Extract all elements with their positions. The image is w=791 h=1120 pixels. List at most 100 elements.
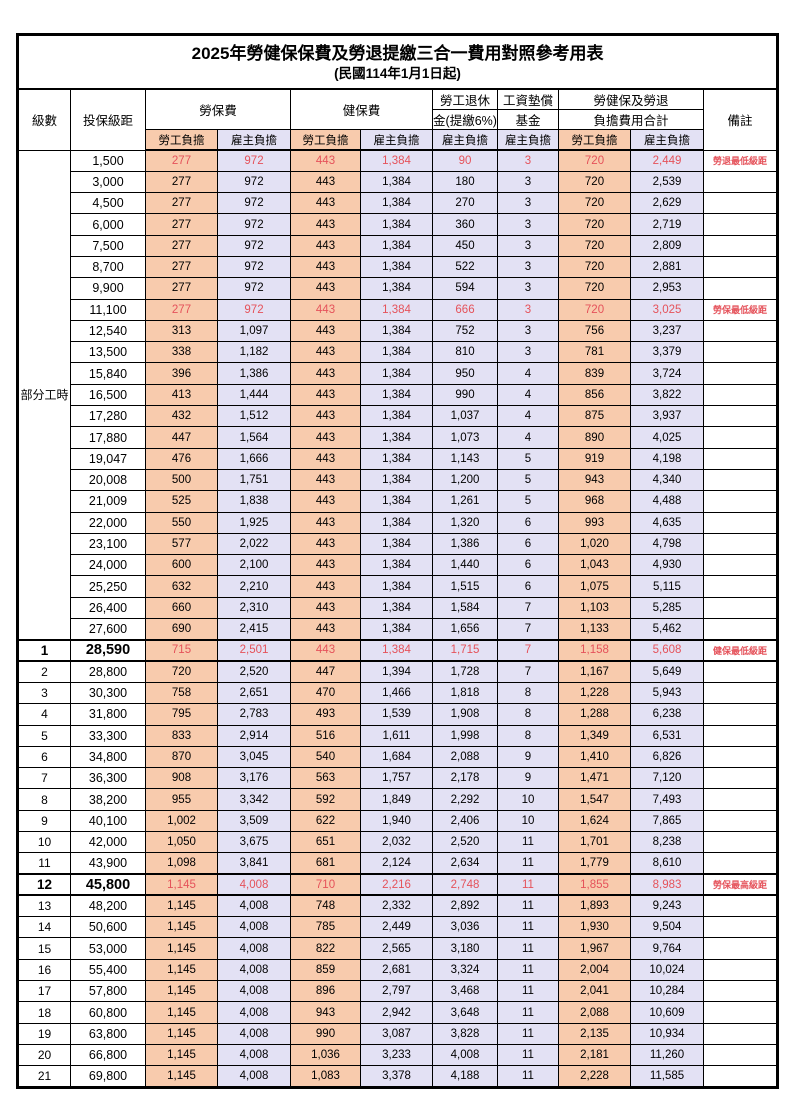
cell-fund: 3 <box>497 170 559 194</box>
table-row: 13,500 338 1,182 443 1,384 810 3 781 3,379 <box>18 341 779 364</box>
cell-fund: 6 <box>497 554 559 577</box>
cell-hi-emp: 443 <box>290 362 361 385</box>
cell-tot-emp: 1,779 <box>558 852 631 875</box>
cell-fund: 3 <box>497 277 559 300</box>
cell-fund: 11 <box>497 1001 559 1024</box>
cell-tot-emp: 2,135 <box>558 1022 631 1045</box>
cell-hi-emp: 443 <box>290 192 361 215</box>
cell-bracket: 19,047 <box>70 447 146 470</box>
cell-fund: 7 <box>497 638 559 663</box>
cell-hi-emp: 540 <box>290 745 361 769</box>
cell-li-er: 972 <box>217 149 291 172</box>
cell-li-emp: 277 <box>145 170 218 194</box>
cell-remark: 勞保最低級距 <box>702 298 779 321</box>
cell-li-emp: 1,145 <box>145 1022 218 1045</box>
cell-pension: 3,828 <box>432 1022 498 1045</box>
cell-tot-er: 10,284 <box>630 980 704 1003</box>
cell-li-emp: 1,145 <box>145 894 218 918</box>
cell-hi-emp: 443 <box>290 277 361 300</box>
cell-li-emp: 447 <box>145 426 218 449</box>
cell-tot-emp: 720 <box>558 255 631 279</box>
cell-bracket: 4,500 <box>70 192 146 215</box>
cell-hi-er: 1,384 <box>360 575 433 598</box>
cell-remark <box>702 958 779 982</box>
cell-tot-emp: 1,471 <box>558 767 631 790</box>
cell-bracket: 53,000 <box>70 937 146 960</box>
cell-li-emp: 1,145 <box>145 1065 218 1088</box>
cell-fund: 7 <box>497 660 559 683</box>
cell-pension: 666 <box>432 298 498 321</box>
cell-tot-emp: 1,547 <box>558 788 631 811</box>
cell-tot-emp: 2,181 <box>558 1043 631 1067</box>
subheader-health-employee-share: 勞工負擔 <box>290 129 361 151</box>
cell-fund: 5 <box>497 490 559 513</box>
cell-tot-er: 5,285 <box>630 596 704 620</box>
cell-tot-er: 2,539 <box>630 170 704 194</box>
cell-hi-emp: 822 <box>290 937 361 960</box>
cell-bracket: 43,900 <box>70 852 146 875</box>
cell-pension: 2,292 <box>432 788 498 811</box>
cell-fund: 11 <box>497 937 559 960</box>
cell-li-er: 1,386 <box>217 362 291 385</box>
spreadsheet-sheet: 2025年勞健保保費及勞退提繳三合一費用對照參考用表 (民國114年1月1日起)… <box>16 33 780 1089</box>
cell-bracket: 6,000 <box>70 213 146 236</box>
cell-tot-er: 3,025 <box>630 298 704 321</box>
cell-level: 2 <box>17 660 71 683</box>
cell-li-er: 2,415 <box>217 618 291 641</box>
cell-hi-emp: 470 <box>290 681 361 705</box>
table-row: 19,047 476 1,666 443 1,384 1,143 5 919 4,198 <box>18 447 779 470</box>
cell-hi-er: 2,332 <box>360 894 433 918</box>
table-row: 5 33,300 833 2,914 516 1,611 1,998 8 1,349 6,531 <box>17 724 779 747</box>
cell-hi-er: 2,942 <box>360 1001 433 1024</box>
cell-tot-emp: 856 <box>558 383 631 407</box>
cell-remark <box>702 490 779 513</box>
cell-tot-emp: 720 <box>558 234 631 257</box>
cell-fund: 3 <box>497 341 559 364</box>
cell-fund: 5 <box>497 468 559 492</box>
cell-li-er: 4,008 <box>217 1001 291 1024</box>
cell-li-emp: 577 <box>145 532 218 556</box>
cell-li-emp: 413 <box>145 383 218 407</box>
cell-fund: 3 <box>497 234 559 257</box>
cell-hi-er: 1,611 <box>360 724 433 747</box>
table-row: 6,000 277 972 443 1,384 360 3 720 2,719 <box>18 213 779 236</box>
cell-hi-er: 1,384 <box>360 192 433 215</box>
cell-tot-er: 7,493 <box>630 788 704 811</box>
cell-tot-emp: 968 <box>558 490 631 513</box>
cell-bracket: 42,000 <box>70 830 146 854</box>
cell-li-emp: 1,002 <box>145 809 218 833</box>
cell-tot-er: 11,585 <box>630 1065 704 1088</box>
cell-li-emp: 758 <box>145 681 218 705</box>
cell-bracket: 28,800 <box>70 660 146 683</box>
cell-li-emp: 795 <box>145 703 218 726</box>
cell-hi-emp: 943 <box>290 1001 361 1024</box>
cell-bracket: 23,100 <box>70 532 146 556</box>
cell-hi-emp: 443 <box>290 383 361 407</box>
cell-tot-emp: 1,075 <box>558 575 631 598</box>
cell-pension: 1,656 <box>432 618 498 641</box>
table-row: 17 57,800 1,145 4,008 896 2,797 3,468 11 2,041 10… <box>17 980 779 1003</box>
cell-fund: 7 <box>497 596 559 620</box>
table-row: 9,900 277 972 443 1,384 594 3 720 2,953 <box>18 277 779 300</box>
cell-pension: 1,728 <box>432 660 498 683</box>
cell-fund: 6 <box>497 532 559 556</box>
cell-li-er: 2,914 <box>217 724 291 747</box>
cell-bracket: 63,800 <box>70 1022 146 1045</box>
table-row: 6 34,800 870 3,045 540 1,684 2,088 9 1,410 6,826 <box>17 745 779 769</box>
table-row: 23,100 577 2,022 443 1,384 1,386 6 1,020 4,798 <box>18 532 779 556</box>
cell-hi-emp: 622 <box>290 809 361 833</box>
cell-level: 3 <box>17 681 71 705</box>
table-row: 19 63,800 1,145 4,008 990 3,087 3,828 11 2,135 10… <box>17 1022 779 1045</box>
cell-li-emp: 338 <box>145 341 218 364</box>
cell-li-emp: 1,098 <box>145 852 218 875</box>
table-row: 20 66,800 1,145 4,008 1,036 3,233 4,008 11 2,181… <box>17 1043 779 1067</box>
table-row: 27,600 690 2,415 443 1,384 1,656 7 1,133 5,462 <box>18 618 779 641</box>
cell-hi-er: 3,233 <box>360 1043 433 1067</box>
table-row: 1 28,590 715 2,501 443 1,384 1,715 7 1,158 5,608 健… <box>17 638 779 663</box>
cell-level: 21 <box>17 1065 71 1088</box>
cell-tot-emp: 1,043 <box>558 554 631 577</box>
cell-bracket: 57,800 <box>70 980 146 1003</box>
cell-li-er: 2,501 <box>217 638 291 663</box>
cell-remark <box>702 1065 779 1088</box>
table-row: 13 48,200 1,145 4,008 748 2,332 2,892 11 1,893 9,… <box>17 894 779 918</box>
